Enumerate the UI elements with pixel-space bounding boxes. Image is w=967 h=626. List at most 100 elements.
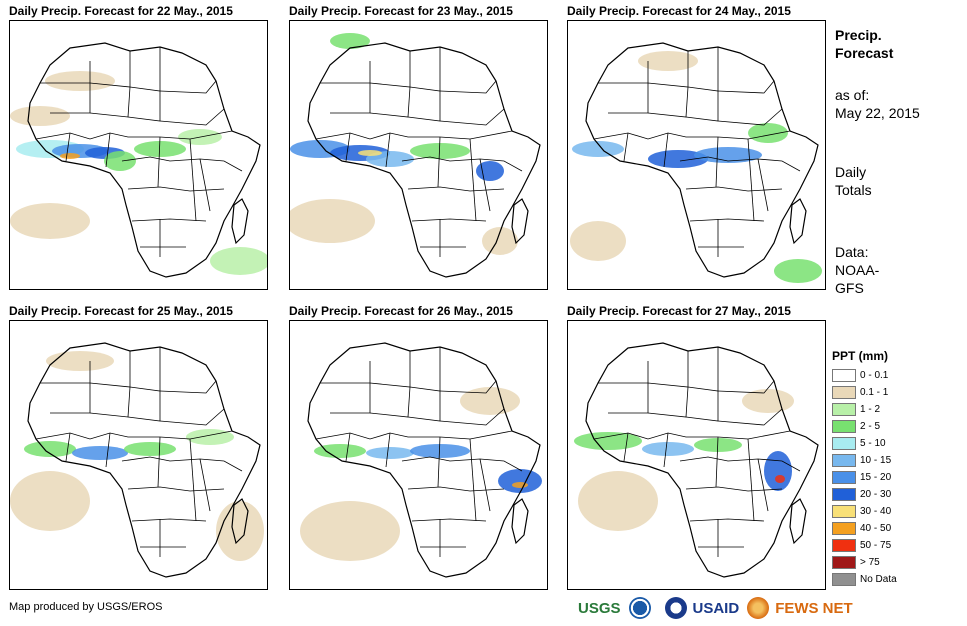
- country-border: [757, 458, 769, 512]
- fewsnet-logo: FEWS NET: [747, 597, 853, 619]
- madagascar-outline: [511, 498, 529, 545]
- legend-label: 0 - 0.1: [860, 370, 889, 381]
- legend-item: > 75: [832, 554, 962, 571]
- country-border: [608, 383, 649, 414]
- country-border: [345, 132, 351, 162]
- legend-title: PPT (mm): [832, 349, 889, 363]
- country-border: [159, 408, 225, 426]
- country-border: [189, 138, 197, 222]
- precip-area: [300, 501, 400, 561]
- precip-area: [24, 441, 76, 457]
- map-panel-25: [9, 320, 268, 590]
- madagascar-outline: [231, 198, 249, 245]
- legend-rows: 0 - 0.1 0.1 - 1 1 - 2 2 - 5 5 - 10 10 - 15 15 …: [832, 367, 962, 588]
- totals-line1: Daily: [835, 164, 867, 180]
- country-border: [159, 108, 225, 126]
- precip-area: [694, 147, 762, 163]
- country-border: [411, 218, 487, 222]
- as-of-label: as of:: [835, 87, 870, 103]
- country-border: [385, 432, 391, 468]
- precip-area: [578, 471, 658, 531]
- precip-area: [410, 444, 470, 458]
- legend: PPT (mm) 0 - 0.1 0.1 - 1 1 - 2 2 - 5 5 - 10 1…: [832, 349, 962, 588]
- panel-title-22: Daily Precip. Forecast for 22 May., 2015: [9, 4, 233, 18]
- legend-label: 20 - 30: [860, 489, 892, 500]
- country-border: [407, 91, 441, 122]
- legend-label: 1 - 2: [860, 404, 881, 415]
- legend-item: 15 - 20: [832, 469, 962, 486]
- usaid-logo: USAID: [664, 597, 739, 619]
- country-border: [715, 136, 719, 188]
- country-border: [409, 347, 441, 392]
- country-border: [121, 456, 243, 472]
- legend-swatch: [832, 403, 856, 416]
- country-border: [65, 132, 71, 162]
- country-border: [469, 438, 477, 522]
- country-border: [369, 86, 411, 118]
- precip-area: [460, 387, 520, 415]
- data-source-line1: Data:: [835, 244, 869, 260]
- country-border: [65, 432, 71, 462]
- country-border: [479, 458, 491, 512]
- legend-swatch: [832, 420, 856, 433]
- as-of-block: as of: May 22, 2015: [835, 86, 920, 122]
- noaa-emblem-icon: [628, 597, 651, 619]
- country-border: [439, 80, 497, 94]
- data-source-line2: NOAA-: [835, 262, 880, 278]
- legend-swatch: [832, 573, 856, 586]
- country-border: [437, 436, 441, 488]
- country-border: [469, 138, 477, 222]
- country-border: [369, 386, 411, 418]
- country-border: [89, 386, 131, 418]
- africa-map: [574, 342, 819, 578]
- country-border: [127, 391, 161, 422]
- country-border: [105, 132, 111, 168]
- precip-area: [572, 141, 624, 157]
- country-border: [409, 47, 441, 92]
- country-border: [439, 408, 505, 426]
- country-border: [315, 430, 513, 440]
- precip-area: [10, 203, 90, 239]
- country-border: [50, 383, 91, 414]
- country-border: [345, 432, 351, 462]
- legend-label: > 75: [860, 557, 880, 568]
- precip-area: [570, 221, 626, 261]
- precip-area: [330, 33, 370, 49]
- legend-item: 5 - 10: [832, 435, 962, 452]
- legend-item: 0.1 - 1: [832, 384, 962, 401]
- country-border: [685, 91, 719, 122]
- logos: USGS USAID FEWS NET: [578, 596, 861, 620]
- country-border: [385, 132, 391, 168]
- country-border: [189, 438, 197, 522]
- precip-area: [10, 471, 90, 531]
- country-border: [411, 518, 487, 522]
- map-panel-23: [289, 20, 548, 290]
- africa-map: [290, 33, 541, 278]
- map-panel-26: [289, 320, 548, 590]
- country-border: [647, 351, 689, 388]
- country-border: [685, 486, 783, 492]
- madagascar-outline: [511, 198, 529, 245]
- panel-title-26: Daily Precip. Forecast for 26 May., 2015: [289, 304, 513, 318]
- legend-item: 20 - 30: [832, 486, 962, 503]
- precip-area: [512, 482, 528, 488]
- country-border: [330, 383, 371, 414]
- usaid-seal-icon: [664, 597, 687, 619]
- map-panel-22: [9, 20, 268, 290]
- country-border: [199, 458, 211, 512]
- africa-map: [570, 42, 822, 283]
- madagascar-outline: [231, 498, 249, 545]
- usgs-logo-text: USGS: [578, 599, 621, 617]
- country-border: [717, 80, 775, 94]
- country-border: [127, 186, 225, 192]
- precip-area: [774, 259, 822, 283]
- precip-area: [638, 51, 698, 71]
- precip-area: [748, 123, 788, 143]
- africa-outline: [307, 42, 541, 278]
- precip-area: [775, 475, 785, 483]
- legend-label: 15 - 20: [860, 472, 892, 483]
- africa-map: [10, 342, 264, 578]
- precip-area: [358, 150, 382, 156]
- country-border: [689, 518, 765, 522]
- legend-label: 0.1 - 1: [860, 387, 889, 398]
